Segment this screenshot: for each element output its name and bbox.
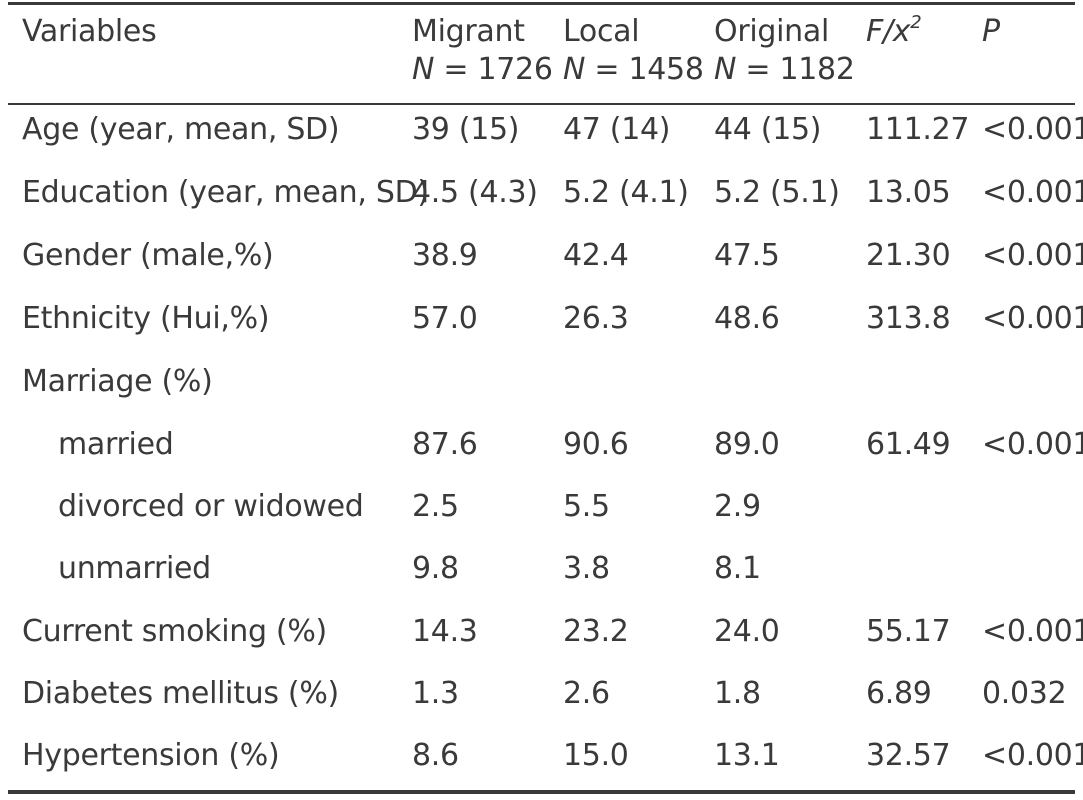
cell-migrant: 4.5 (4.3) xyxy=(412,175,538,210)
header-migrant-n: N = 1726 xyxy=(412,52,553,87)
bottom-rule xyxy=(8,790,1075,794)
cell-statistic: 55.17 xyxy=(866,614,951,649)
cell-statistic: 13.05 xyxy=(866,175,951,210)
header-statistic: F/x2 xyxy=(866,12,922,50)
cell-local: 5.5 xyxy=(563,489,610,524)
cell-migrant: 87.6 xyxy=(412,427,478,462)
cell-statistic: 111.27 xyxy=(866,112,970,147)
cell-statistic: 61.49 xyxy=(866,427,951,462)
cell-p-value: <0.001 xyxy=(982,238,1083,273)
cell-statistic: 6.89 xyxy=(866,676,932,711)
row-label: divorced or widowed xyxy=(58,489,364,524)
cell-p-value: <0.001 xyxy=(982,427,1083,462)
header-local: Local xyxy=(563,14,640,49)
cell-migrant: 9.8 xyxy=(412,551,459,586)
header-local-n: N = 1458 xyxy=(563,52,704,87)
cell-original: 44 (15) xyxy=(714,112,822,147)
cell-statistic: 32.57 xyxy=(866,738,951,773)
header-p-value: P xyxy=(982,14,1000,49)
cell-original: 48.6 xyxy=(714,301,780,336)
header-original-n: N = 1182 xyxy=(714,52,855,87)
cell-original: 2.9 xyxy=(714,489,761,524)
cell-p-value: <0.001 xyxy=(982,738,1083,773)
cell-migrant: 2.5 xyxy=(412,489,459,524)
row-label: Marriage (%) xyxy=(22,364,213,399)
row-label: unmarried xyxy=(58,551,211,586)
cell-migrant: 1.3 xyxy=(412,676,459,711)
row-label: Age (year, mean, SD) xyxy=(22,112,340,147)
cell-original: 1.8 xyxy=(714,676,761,711)
cell-local: 90.6 xyxy=(563,427,629,462)
cell-local: 2.6 xyxy=(563,676,610,711)
row-label: married xyxy=(58,427,174,462)
top-rule xyxy=(8,2,1075,5)
row-label: Diabetes mellitus (%) xyxy=(22,676,339,711)
row-label: Current smoking (%) xyxy=(22,614,327,649)
cell-statistic: 21.30 xyxy=(866,238,951,273)
row-label: Gender (male,%) xyxy=(22,238,274,273)
cell-original: 47.5 xyxy=(714,238,780,273)
cell-original: 89.0 xyxy=(714,427,780,462)
row-label: Education (year, mean, SD) xyxy=(22,175,429,210)
cell-p-value: <0.001 xyxy=(982,301,1083,336)
cell-migrant: 38.9 xyxy=(412,238,478,273)
header-variables: Variables xyxy=(22,14,157,49)
header-original: Original xyxy=(714,14,829,49)
cell-local: 47 (14) xyxy=(563,112,671,147)
cell-migrant: 8.6 xyxy=(412,738,459,773)
cell-migrant: 39 (15) xyxy=(412,112,520,147)
header-rule xyxy=(8,103,1075,105)
cell-original: 5.2 (5.1) xyxy=(714,175,840,210)
cell-p-value: <0.001 xyxy=(982,175,1083,210)
cell-statistic: 313.8 xyxy=(866,301,951,336)
cell-original: 8.1 xyxy=(714,551,761,586)
cell-original: 24.0 xyxy=(714,614,780,649)
cell-p-value: <0.001 xyxy=(982,112,1083,147)
cell-p-value: <0.001 xyxy=(982,614,1083,649)
header-migrant: Migrant xyxy=(412,14,525,49)
cell-local: 26.3 xyxy=(563,301,629,336)
cell-p-value: 0.032 xyxy=(982,676,1067,711)
row-label: Hypertension (%) xyxy=(22,738,280,773)
cell-original: 13.1 xyxy=(714,738,780,773)
row-label: Ethnicity (Hui,%) xyxy=(22,301,270,336)
cell-local: 3.8 xyxy=(563,551,610,586)
cell-migrant: 57.0 xyxy=(412,301,478,336)
cell-local: 23.2 xyxy=(563,614,629,649)
cell-local: 15.0 xyxy=(563,738,629,773)
cell-local: 5.2 (4.1) xyxy=(563,175,689,210)
cell-migrant: 14.3 xyxy=(412,614,478,649)
cell-local: 42.4 xyxy=(563,238,629,273)
